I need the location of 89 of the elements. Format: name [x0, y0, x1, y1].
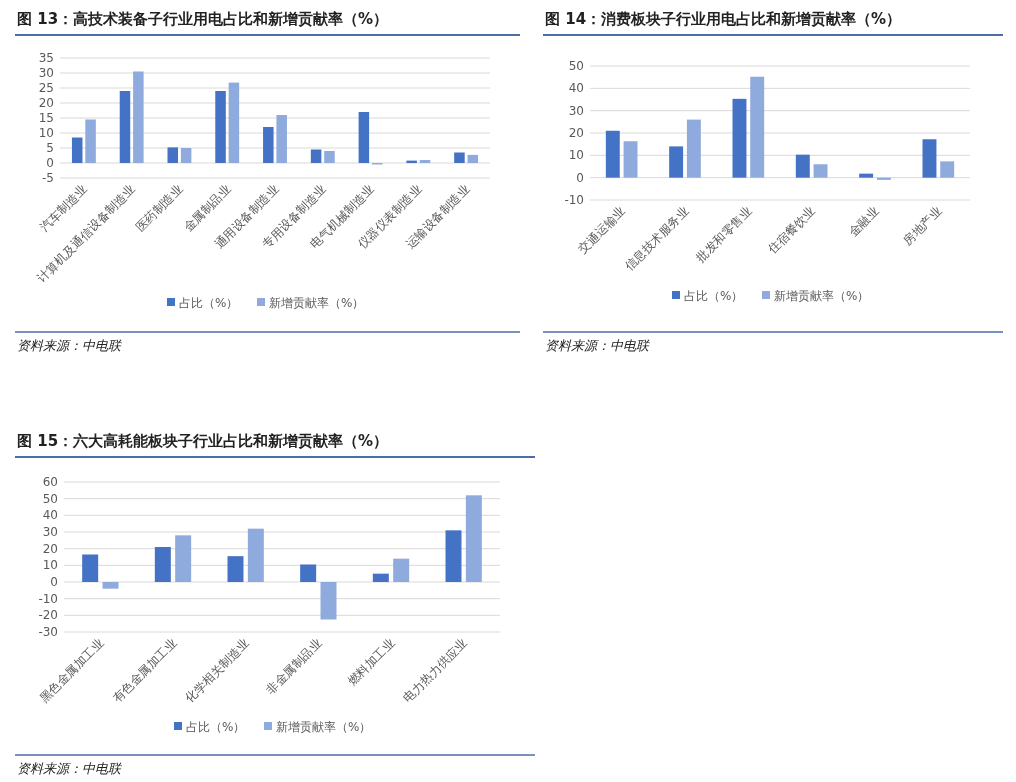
legend-label: 占比（%） — [186, 720, 246, 734]
x-tick-label: 房地产业 — [900, 204, 945, 249]
y-tick-label: 30 — [42, 525, 58, 539]
bar — [215, 91, 226, 163]
y-tick-label: 30 — [38, 66, 54, 80]
bar — [320, 582, 337, 620]
bar — [813, 164, 828, 178]
bar — [750, 76, 765, 178]
y-tick-label: 35 — [38, 51, 54, 65]
bar — [276, 115, 287, 163]
y-tick-label: 60 — [42, 475, 58, 489]
y-tick-label: 5 — [46, 141, 54, 155]
x-tick-label: 住宿餐饮业 — [764, 204, 818, 258]
y-tick-label: 50 — [42, 491, 58, 506]
bar — [795, 154, 810, 178]
y-tick-label: 10 — [42, 558, 58, 573]
y-tick-label: 40 — [42, 508, 58, 523]
bar — [445, 530, 462, 582]
bar — [876, 177, 891, 180]
bar — [102, 582, 119, 589]
y-tick-label: 25 — [38, 81, 54, 95]
bar — [167, 147, 179, 163]
chart-title: 图 15：六大高耗能板块子行业占比和新增贡献率（%） — [17, 432, 389, 450]
bar — [393, 558, 410, 582]
bar — [324, 151, 335, 163]
bar — [263, 127, 274, 163]
legend-label: 占比（%） — [684, 289, 744, 303]
bar — [372, 573, 389, 582]
bar — [454, 152, 465, 163]
bar — [227, 556, 244, 582]
bar — [310, 149, 322, 163]
bar — [133, 71, 144, 163]
text: 资料来源：中电联 — [17, 761, 123, 776]
bar — [119, 91, 131, 163]
bar — [686, 119, 701, 178]
bar — [300, 564, 317, 582]
y-tick-label: -20 — [38, 608, 58, 623]
y-tick-label: 30 — [568, 103, 584, 118]
chart-title: 图 13：高技术装备子行业用电占比和新增贡献率（%） — [17, 10, 389, 28]
legend-label: 新增贡献率（%） — [269, 296, 365, 310]
y-tick-label: -10 — [38, 591, 58, 606]
bar — [358, 112, 370, 163]
y-tick-label: 20 — [42, 541, 58, 556]
bar — [175, 535, 192, 582]
x-tick-label: 化学相关制造业 — [182, 636, 252, 706]
x-tick-label: 有色金属加工业 — [109, 636, 180, 706]
y-tick-label: 15 — [38, 111, 54, 125]
y-tick-label: -10 — [564, 193, 584, 207]
bar — [180, 148, 192, 163]
bar — [623, 141, 638, 178]
bar — [922, 139, 937, 178]
y-tick-label: 10 — [38, 126, 54, 140]
bar — [859, 173, 874, 178]
bar — [605, 130, 620, 178]
bar — [154, 547, 171, 582]
bar — [732, 98, 747, 178]
y-tick-label: 20 — [568, 126, 584, 140]
x-tick-label: 黑色金属加工业 — [37, 636, 107, 706]
x-tick-label: 电力热力供应业 — [400, 636, 470, 706]
bar — [247, 528, 264, 582]
legend-label: 新增贡献率（%） — [276, 720, 372, 734]
bar — [419, 160, 431, 163]
bar — [940, 161, 955, 178]
text: 资料来源：中电联 — [17, 338, 123, 353]
bar — [465, 495, 482, 582]
x-tick-label: 非金属制品业 — [263, 636, 325, 698]
y-tick-label: 0 — [576, 170, 584, 185]
x-tick-label: 燃料加工业 — [344, 636, 398, 689]
x-tick-label: 批发和零售业 — [693, 204, 755, 266]
y-tick-label: -5 — [42, 171, 54, 185]
y-tick-label: 40 — [568, 81, 584, 96]
bar — [82, 554, 99, 582]
bar — [467, 154, 479, 163]
y-tick-label: 0 — [46, 156, 54, 170]
legend-label: 新增贡献率（%） — [774, 289, 870, 303]
text: 资料来源：中电联 — [545, 338, 651, 353]
x-tick-label: 交通运输业 — [575, 204, 628, 257]
bar — [71, 137, 83, 163]
x-tick-label: 金融业 — [845, 204, 882, 240]
y-tick-label: 10 — [568, 148, 584, 163]
bar — [228, 82, 240, 163]
y-tick-label: 20 — [38, 96, 54, 110]
bar — [669, 146, 684, 178]
legend-label: 占比（%） — [179, 296, 239, 310]
y-tick-label: -30 — [38, 625, 58, 639]
chart-title: 图 14：消费板块子行业用电占比和新增贡献率（%） — [545, 10, 902, 28]
bar — [85, 119, 96, 163]
y-tick-label: 50 — [568, 59, 584, 73]
y-tick-label: 0 — [50, 575, 58, 589]
